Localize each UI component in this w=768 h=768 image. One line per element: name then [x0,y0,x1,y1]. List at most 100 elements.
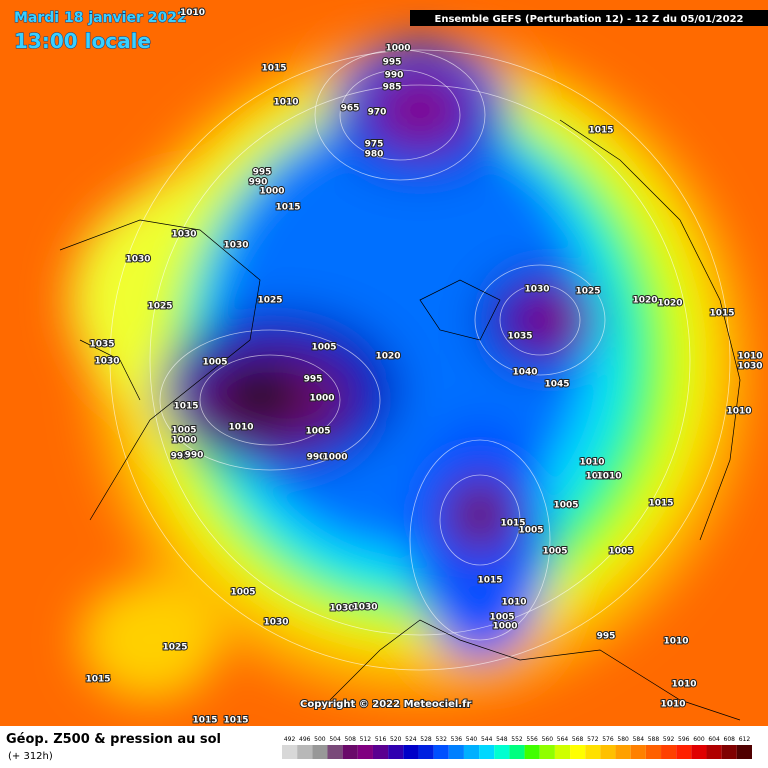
legend-swatch [494,745,510,759]
isobar-label: 1000 [171,436,196,446]
isobar-label: 1015 [223,716,248,726]
isobar-label: 1030 [94,357,119,367]
legend-swatch [676,745,692,759]
isobar-label: 990 [249,178,268,188]
isobar-label: 1005 [518,526,543,536]
legend-value: 552 [511,736,523,743]
isobar-label: 1000 [322,453,347,463]
isobar-label: 1035 [507,332,532,342]
legend-value: 588 [648,736,660,743]
legend-swatch [479,745,495,759]
legend-value: 584 [633,736,645,743]
isobar-label: 995 [383,58,402,68]
isobar-label: 1005 [542,547,567,557]
isobar-label: 1005 [489,613,514,623]
date: Mardi 18 janvier 2022 [14,10,187,26]
legend-value: 572 [587,736,599,743]
isobar-label: 990 [385,71,404,81]
isobar-label: 1040 [512,368,537,378]
isobar-label: 1010 [596,472,621,482]
isobar-label: 1025 [147,302,172,312]
isobar-label: 1010 [660,700,685,710]
isobar-label: 1005 [608,547,633,557]
legend-swatch [539,745,555,759]
isobar-label: 1010 [273,98,298,108]
legend-swatch [645,745,662,759]
legend-swatch [630,745,646,759]
isobar-label: 1015 [500,519,525,529]
isobar-label: 1015 [275,203,300,213]
legend-value: 568 [572,736,584,743]
isobar-label: 995 [171,452,190,462]
isobar-label: 965 [341,104,360,114]
isobar-label: 1005 [202,358,227,368]
legend-swatch [554,745,571,759]
isobar-label: 975 [365,140,384,150]
legend-value: 576 [602,736,614,743]
run-box [410,10,768,26]
legend-value: 512 [360,736,372,743]
legend-value: 556 [526,736,538,743]
isobar-label: 1010 [579,458,604,468]
legend-value: 508 [344,736,356,743]
isobar-label: 1000 [492,622,517,632]
legend-swatch [372,745,389,759]
isobar-label: 1030 [171,230,196,240]
isobar-label: 1045 [544,380,569,390]
legend-swatch [706,745,722,759]
isobar-label: 1015 [585,472,610,482]
legend-value: 532 [435,736,447,743]
isobar-label: 1030 [737,362,762,372]
legend-value: 500 [314,736,326,743]
legend-swatch [585,745,601,759]
isobar-label: 1005 [230,588,255,598]
isobar-label: 1010 [501,598,526,608]
isobar-label: 995 [253,168,272,178]
isobar-label: 1020 [657,299,682,309]
run-info: Ensemble GEFS (Perturbation 12) - 12 Z d… [435,14,744,25]
legend-swatch [600,745,616,759]
legend-value: 612 [739,736,751,743]
isobar-label: 985 [383,83,402,93]
isobar-label: 970 [368,108,387,118]
isobar-label: 1015 [192,716,217,726]
legend-swatch [721,745,737,759]
isobar-label: 1010 [663,637,688,647]
isobar-label: 980 [365,150,384,160]
isobar-label: 1035 [89,340,114,350]
legend-swatch [736,745,752,759]
legend-value: 596 [678,736,690,743]
legend-swatch [418,745,434,759]
legend-value: 496 [299,736,311,743]
field [0,0,768,726]
legend-value: 564 [557,736,569,743]
legend-swatch [570,745,586,759]
isobar-label: 1030 [524,285,549,295]
isobar-label: 1030 [329,604,354,614]
isobar-label: 1030 [223,241,248,251]
coastlines [59,119,741,721]
legend-swatch [463,745,480,759]
isobar-label: 1015 [261,64,286,74]
legend-value: 504 [329,736,341,743]
isobar-label: 1015 [588,126,613,136]
legend-swatch [448,745,464,759]
legend-value: 516 [375,736,387,743]
isobar-label: 1025 [575,287,600,297]
isobar-label: 1015 [477,576,502,586]
legend-swatch [524,745,540,759]
legend-value: 544 [481,736,493,743]
isobar-label: 990 [307,453,326,463]
isobar-label: 1000 [385,44,410,54]
footer-title: Géop. Z500 & pression au sol [6,732,221,747]
legend-value: 528 [420,736,432,743]
isobar-label: 1020 [375,352,400,362]
isobar-label: 995 [597,632,616,642]
legend-swatch [357,745,373,759]
legend-value: 548 [496,736,508,743]
legend-swatch [661,745,677,759]
isobar-label: 995 [304,375,323,385]
isobar-label: 1030 [352,603,377,613]
isobar-label: 1000 [309,394,334,404]
corner-label: 1010 [180,8,205,18]
